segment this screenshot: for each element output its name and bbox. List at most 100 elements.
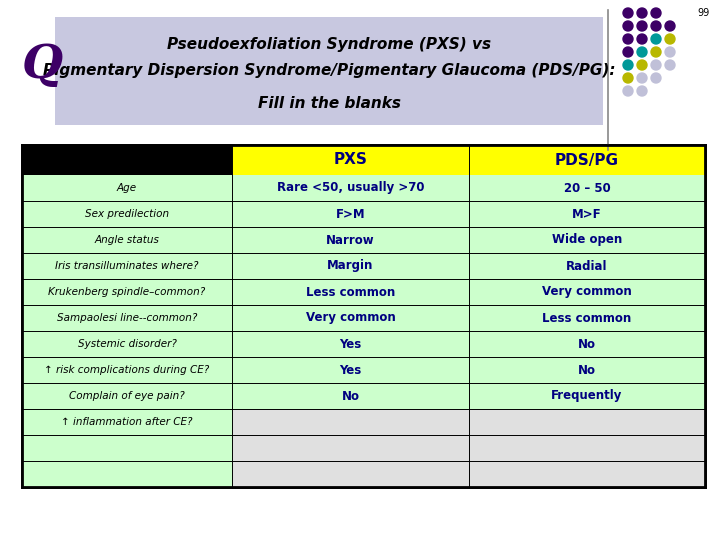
Text: Krukenberg spindle–common?: Krukenberg spindle–common? (48, 287, 206, 297)
Text: No: No (578, 363, 596, 376)
Text: Frequently: Frequently (552, 389, 623, 402)
Text: ↑ inflammation after CE?: ↑ inflammation after CE? (61, 417, 193, 427)
Circle shape (623, 21, 633, 31)
Bar (232, 461, 469, 487)
Bar (232, 279, 469, 305)
Bar (22, 279, 232, 305)
Text: Complain of eye pain?: Complain of eye pain? (69, 391, 185, 401)
Circle shape (665, 21, 675, 31)
Text: Angle status: Angle status (94, 235, 159, 245)
Bar (232, 383, 469, 409)
Bar (232, 201, 469, 227)
Text: F>M: F>M (336, 207, 365, 220)
Circle shape (637, 21, 647, 31)
Text: Rare <50, usually >70: Rare <50, usually >70 (276, 181, 424, 194)
Text: Very common: Very common (305, 312, 395, 325)
Circle shape (623, 34, 633, 44)
Text: 99: 99 (698, 8, 710, 18)
Bar (232, 253, 469, 279)
Text: PDS/PG: PDS/PG (555, 152, 619, 167)
Bar (22, 305, 232, 331)
Circle shape (637, 8, 647, 18)
Circle shape (651, 73, 661, 83)
Bar (22, 357, 232, 383)
Text: Age: Age (117, 183, 137, 193)
Circle shape (623, 8, 633, 18)
Bar (469, 201, 705, 227)
Bar (22, 435, 232, 461)
Bar (469, 383, 705, 409)
Text: 20 – 50: 20 – 50 (564, 181, 611, 194)
Text: No: No (578, 338, 596, 350)
Circle shape (651, 21, 661, 31)
Bar (22, 331, 232, 357)
Text: Q: Q (22, 42, 63, 88)
Text: Sampaolesi line--common?: Sampaolesi line--common? (57, 313, 197, 323)
Bar (22, 227, 232, 253)
Text: PXS: PXS (333, 152, 367, 167)
Circle shape (665, 60, 675, 70)
Bar (232, 145, 469, 175)
Bar (469, 145, 705, 175)
Bar (232, 227, 469, 253)
Bar (232, 305, 469, 331)
Bar (232, 409, 469, 435)
Circle shape (651, 47, 661, 57)
Bar (469, 357, 705, 383)
Bar (22, 383, 232, 409)
Bar (22, 201, 232, 227)
Text: Pseudoexfoliation Syndrome (PXS) vs: Pseudoexfoliation Syndrome (PXS) vs (167, 37, 491, 52)
Circle shape (665, 34, 675, 44)
Text: Less common: Less common (306, 286, 395, 299)
Text: ↑ risk complications during CE?: ↑ risk complications during CE? (45, 365, 210, 375)
Bar (232, 357, 469, 383)
Circle shape (637, 60, 647, 70)
Bar (22, 253, 232, 279)
Bar (469, 461, 705, 487)
Text: Pigmentary Dispersion Syndrome/Pigmentary Glaucoma (PDS/PG):: Pigmentary Dispersion Syndrome/Pigmentar… (42, 64, 616, 78)
Circle shape (623, 60, 633, 70)
Bar (22, 461, 232, 487)
Bar (469, 409, 705, 435)
Bar (469, 331, 705, 357)
Circle shape (623, 47, 633, 57)
Text: Fill in the blanks: Fill in the blanks (258, 96, 400, 111)
Bar (22, 145, 232, 175)
Text: Sex predilection: Sex predilection (85, 209, 169, 219)
Bar (232, 435, 469, 461)
Text: Less common: Less common (542, 312, 631, 325)
Bar (232, 175, 469, 201)
Text: M>F: M>F (572, 207, 602, 220)
Bar (469, 227, 705, 253)
Bar (469, 435, 705, 461)
Bar (22, 175, 232, 201)
Bar (469, 279, 705, 305)
Circle shape (651, 8, 661, 18)
Bar (22, 409, 232, 435)
Text: Margin: Margin (328, 260, 374, 273)
Text: Systemic disorder?: Systemic disorder? (78, 339, 176, 349)
Text: Radial: Radial (566, 260, 608, 273)
Bar (469, 175, 705, 201)
Bar (22, 145, 705, 487)
Circle shape (637, 34, 647, 44)
Circle shape (623, 86, 633, 96)
Circle shape (665, 47, 675, 57)
Circle shape (637, 86, 647, 96)
Text: Very common: Very common (542, 286, 632, 299)
Text: Yes: Yes (339, 363, 361, 376)
Circle shape (651, 34, 661, 44)
Circle shape (651, 60, 661, 70)
Text: No: No (341, 389, 359, 402)
Circle shape (637, 73, 647, 83)
Circle shape (623, 73, 633, 83)
Bar (55, 17, 603, 125)
Bar (469, 305, 705, 331)
Circle shape (637, 47, 647, 57)
Text: Yes: Yes (339, 338, 361, 350)
Bar (469, 253, 705, 279)
Text: Wide open: Wide open (552, 233, 622, 246)
Text: Narrow: Narrow (326, 233, 375, 246)
Bar (232, 331, 469, 357)
Text: Iris transilluminates where?: Iris transilluminates where? (55, 261, 199, 271)
